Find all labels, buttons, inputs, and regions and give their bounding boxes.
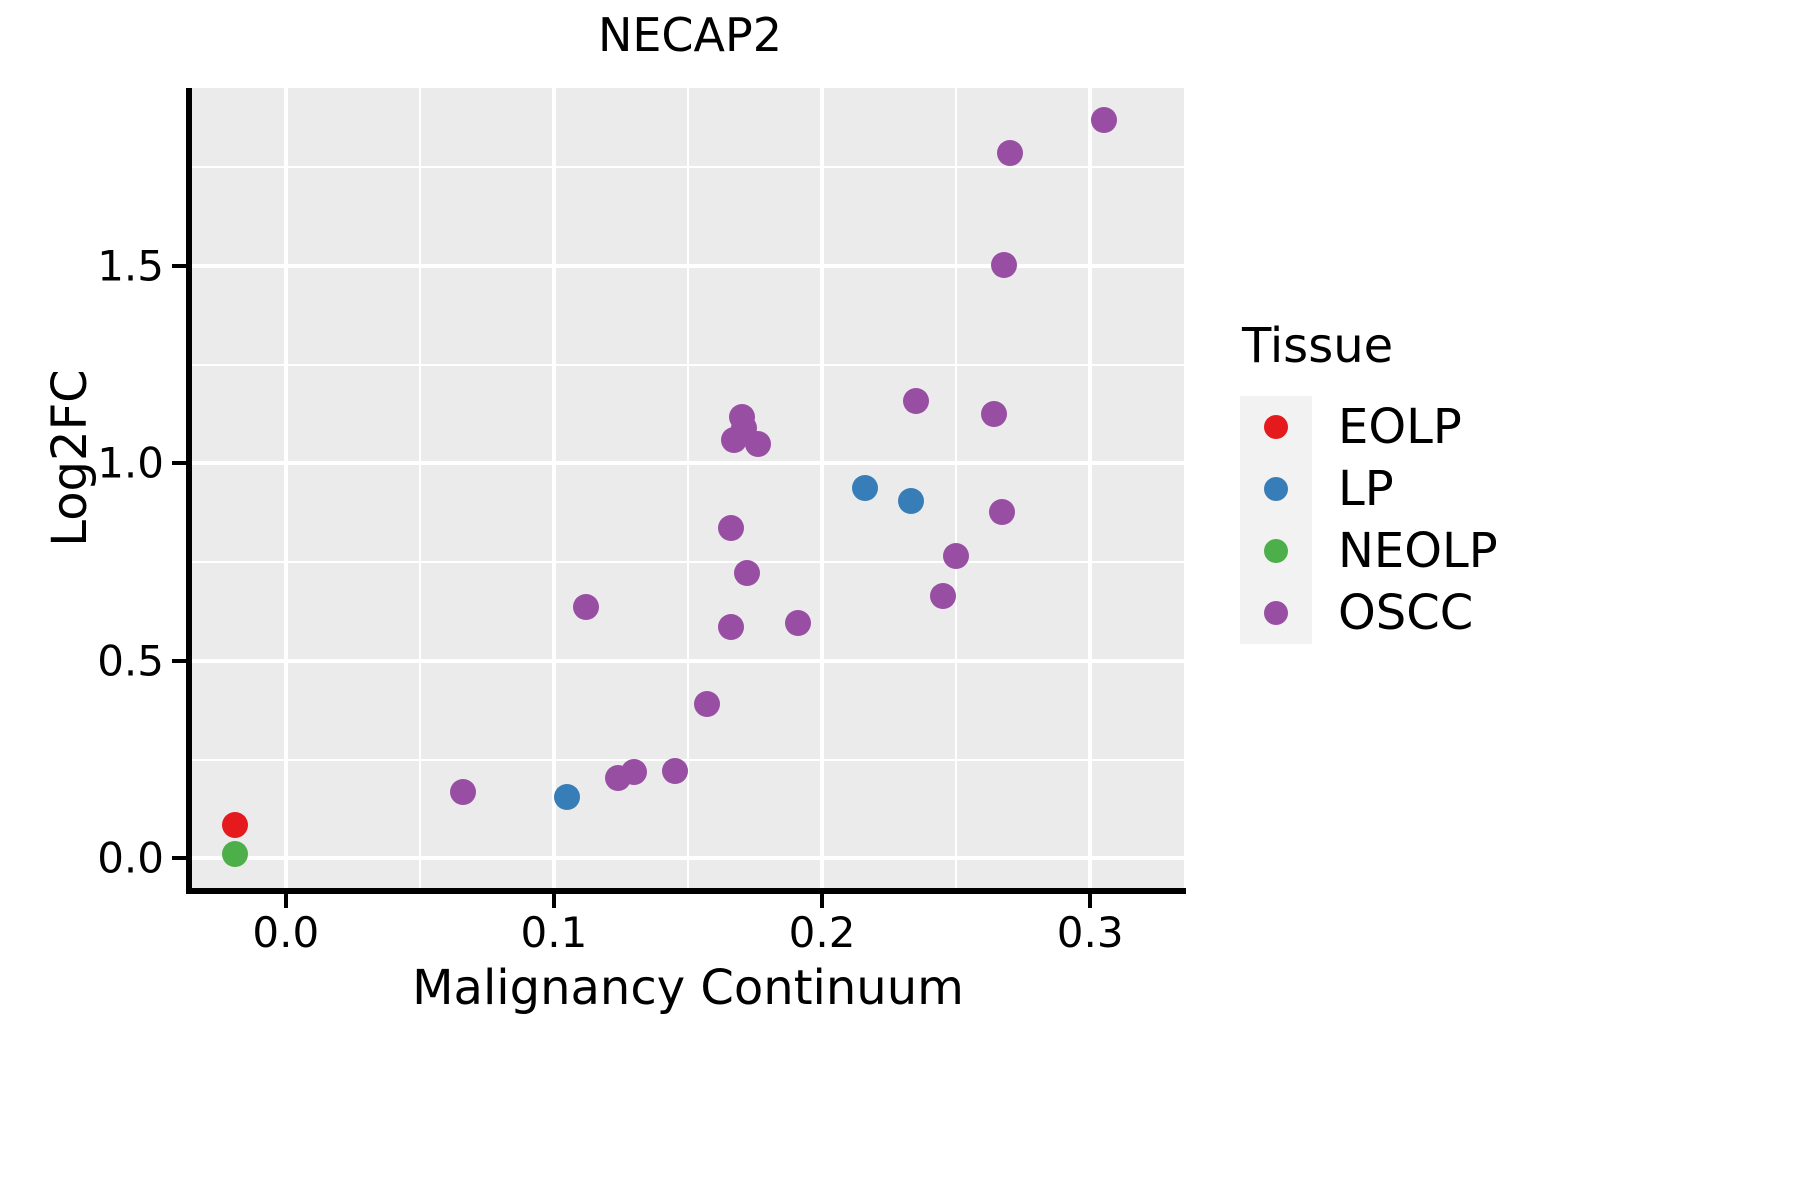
legend-item-lp[interactable]: LP [1240,458,1760,520]
data-point [733,559,760,586]
gridline-major-horizontal [192,856,1184,861]
data-point [573,593,600,620]
gridline-major-vertical [820,88,825,888]
y-tick-mark [172,461,186,466]
x-axis-line [186,888,1186,894]
data-point [851,474,878,501]
gridline-minor-horizontal [192,363,1184,366]
data-point [221,840,248,867]
x-tick-label: 0.0 [252,908,320,957]
gridline-minor-horizontal [192,758,1184,761]
data-point [621,759,648,786]
gridline-major-vertical [283,88,288,888]
legend: Tissue EOLP LP NEOLP OSCC [1240,318,1760,644]
y-tick-label: 0.5 [97,636,164,686]
y-axis-line [186,88,192,894]
gridline-major-horizontal [192,461,1184,466]
data-point [221,811,248,838]
y-tick-label: 1.5 [97,241,164,291]
legend-dot-icon [1264,539,1288,563]
x-tick-label: 0.1 [520,908,588,957]
y-tick-mark [172,658,186,663]
x-tick-label: 0.3 [1056,908,1124,957]
x-tick-mark [820,894,825,908]
gridline-major-horizontal [192,263,1184,268]
legend-item-label: LP [1338,461,1394,517]
data-point [554,784,581,811]
gridline-minor-horizontal [192,166,1184,168]
y-tick-label: 0.0 [97,833,164,883]
x-axis-label: Malignancy Continuum [412,960,964,1016]
data-point [717,614,744,641]
x-tick-mark [551,894,556,908]
gridline-minor-vertical [955,88,958,888]
legend-dot-icon [1264,601,1288,625]
y-tick-label: 1.0 [97,438,164,488]
data-point [728,403,755,430]
legend-item-label: NEOLP [1338,523,1498,579]
legend-key-swatch [1240,520,1312,582]
gridline-minor-horizontal [192,561,1184,564]
data-point [897,487,924,514]
data-point [991,251,1018,278]
legend-key-swatch [1240,396,1312,458]
legend-dot-icon [1264,477,1288,501]
gridline-major-vertical [551,88,556,888]
x-tick-mark [283,894,288,908]
y-tick-mark [172,263,186,268]
data-point [996,140,1023,167]
data-point [902,387,929,414]
data-point [693,690,720,717]
y-tick-mark [172,856,186,861]
data-point [929,582,956,609]
data-point [988,498,1015,525]
data-point [661,758,688,785]
data-point [980,400,1007,427]
legend-dot-icon [1264,415,1288,439]
gridline-major-horizontal [192,658,1184,663]
data-point [717,515,744,542]
plot-panel [192,88,1184,888]
data-point [1090,106,1117,133]
x-tick-label: 0.2 [788,908,856,957]
legend-item-oscc[interactable]: OSCC [1240,582,1760,644]
legend-item-label: OSCC [1338,585,1474,641]
legend-item-eolp[interactable]: EOLP [1240,396,1760,458]
y-axis-label: Log2FC [42,369,98,547]
gridline-minor-vertical [687,88,689,888]
data-point [449,779,476,805]
legend-title: Tissue [1242,318,1394,374]
legend-key-swatch [1240,582,1312,644]
legend-item-neolp[interactable]: NEOLP [1240,520,1760,582]
data-point [943,543,970,570]
data-point [784,609,811,636]
page-title: NECAP2 [597,8,783,62]
data-point [744,430,771,457]
legend-items: EOLP LP NEOLP OSCC [1240,396,1760,644]
legend-key-swatch [1240,458,1312,520]
legend-item-label: EOLP [1338,399,1462,455]
x-tick-mark [1088,894,1093,908]
gridline-major-vertical [1088,88,1093,888]
gridline-minor-vertical [418,88,421,888]
